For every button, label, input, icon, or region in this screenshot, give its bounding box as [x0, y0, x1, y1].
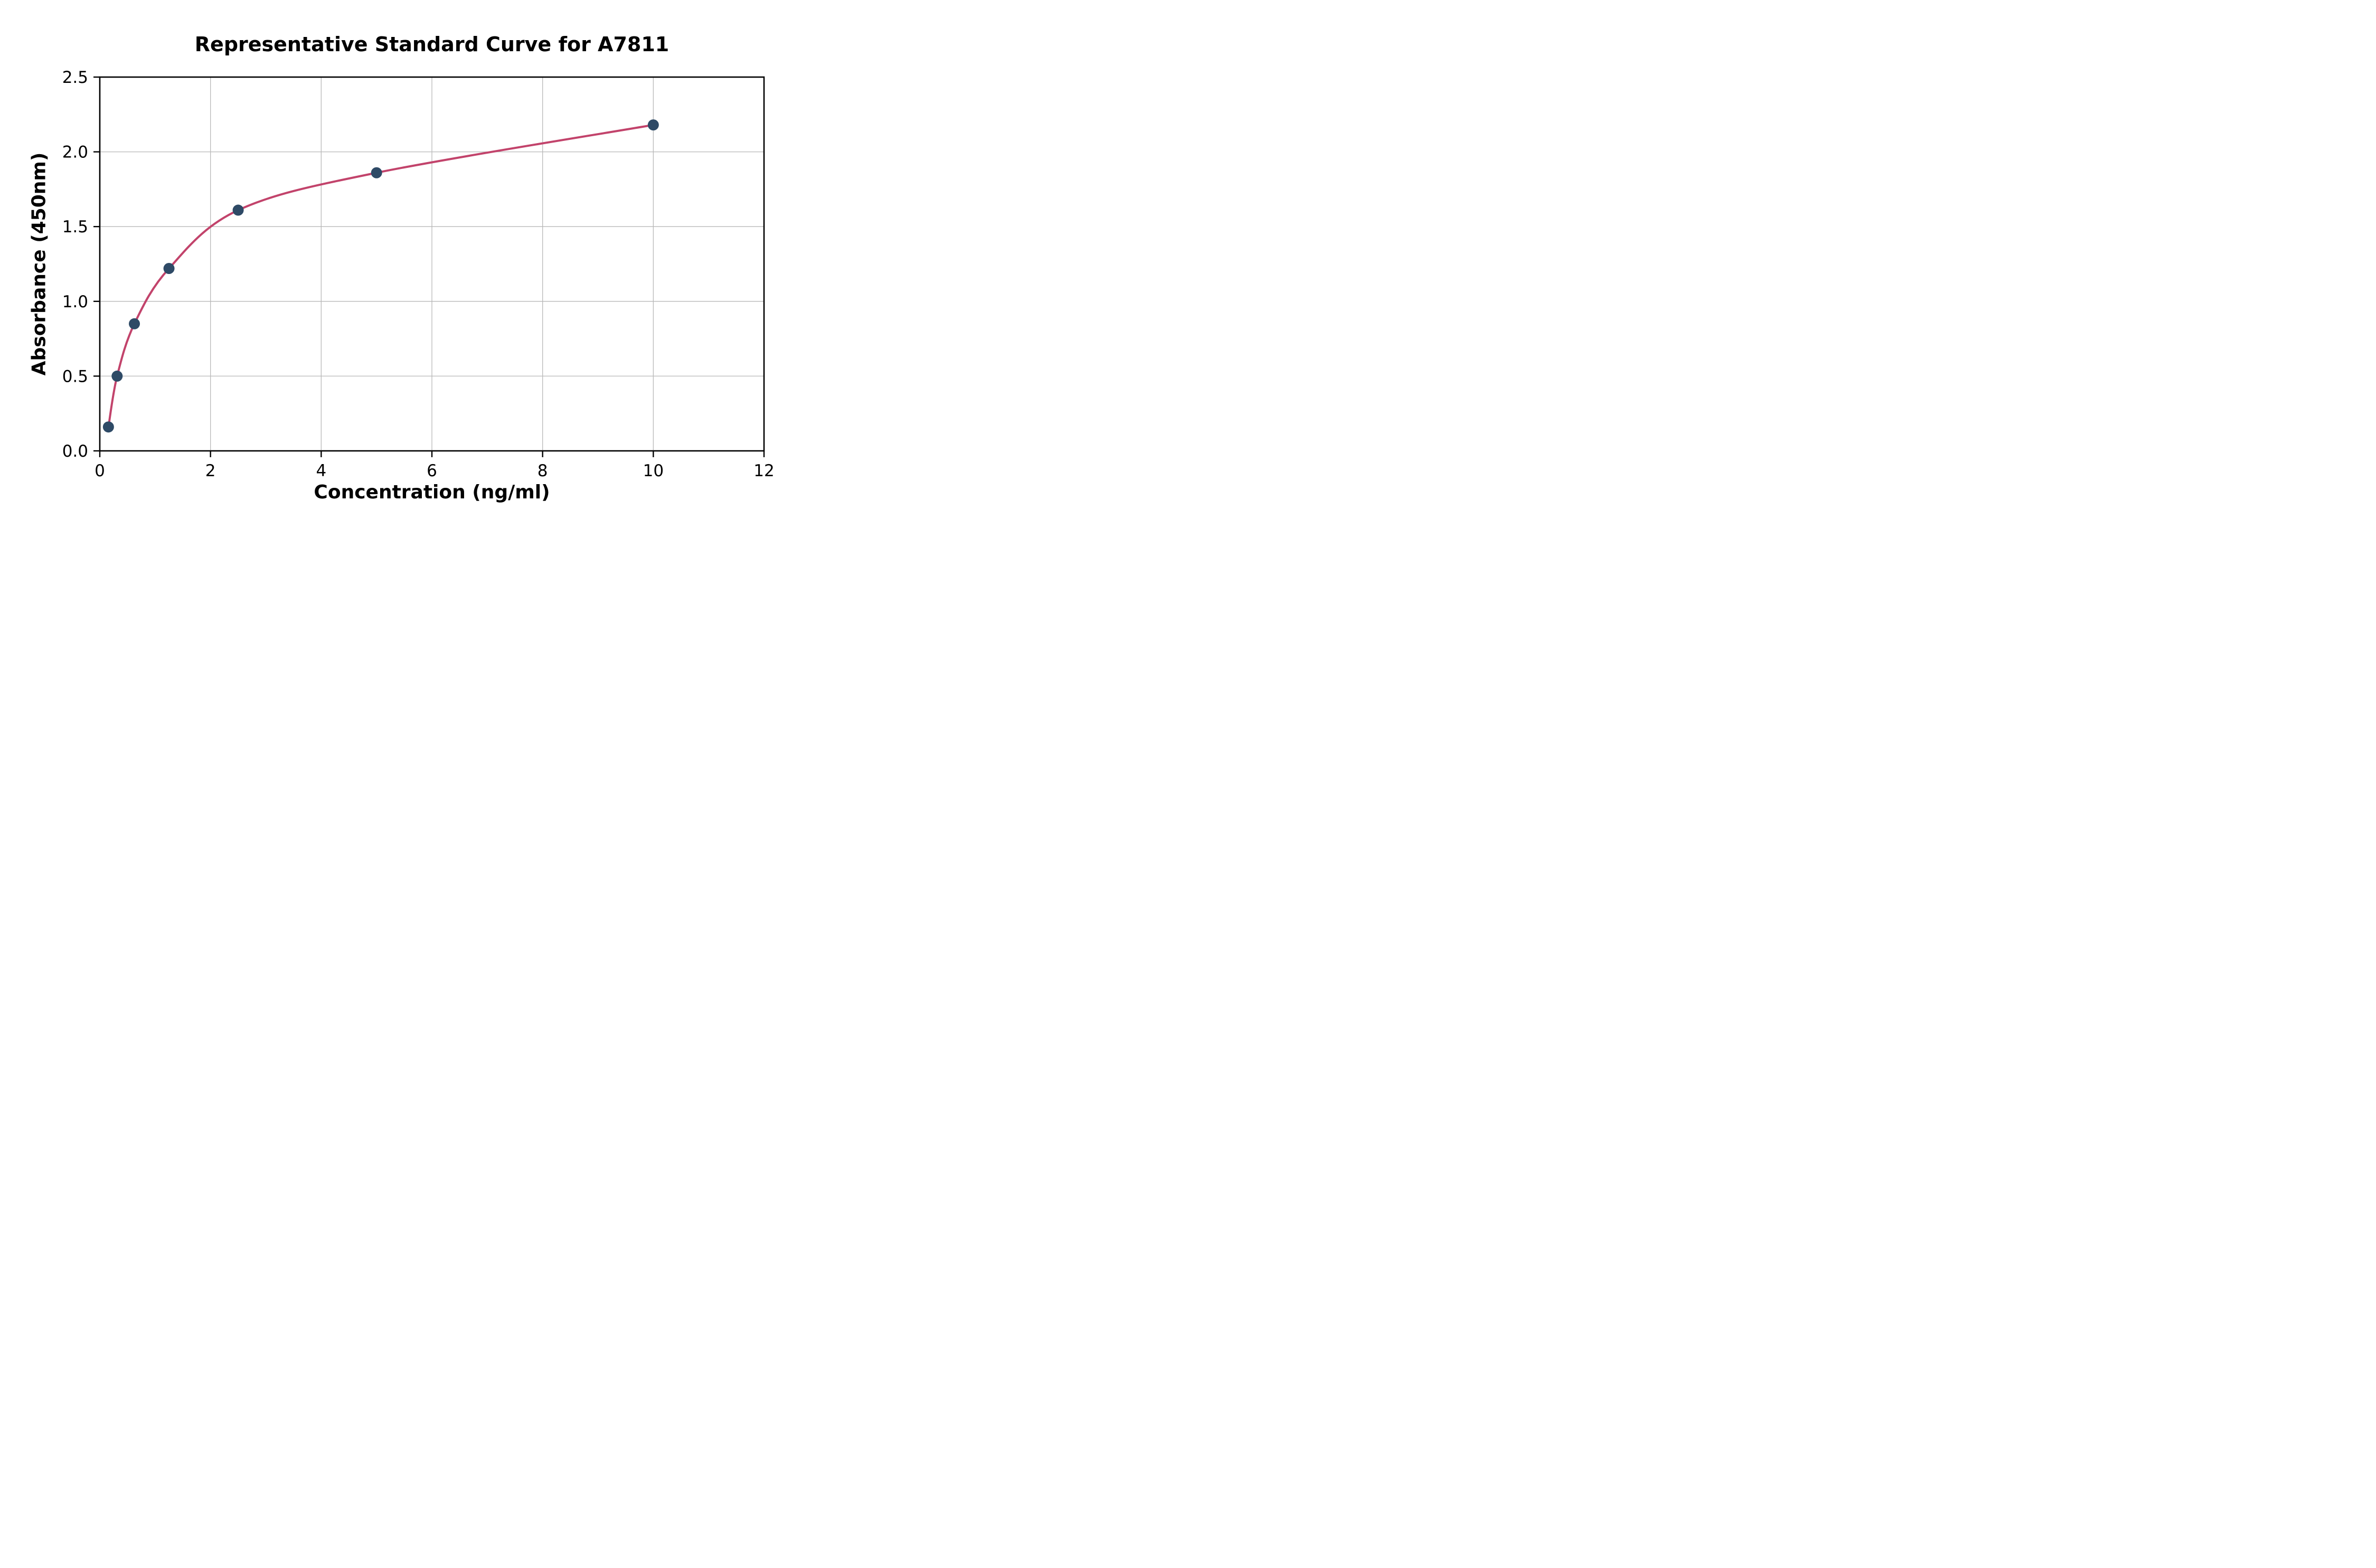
y-tick-label: 0.5 — [62, 367, 88, 386]
y-tick-label: 0.0 — [62, 442, 88, 461]
y-axis-label: Absorbance (450nm) — [28, 152, 50, 376]
x-tick-label: 8 — [538, 461, 548, 480]
fit-curve — [107, 124, 655, 428]
x-tick-label: 12 — [753, 461, 774, 480]
x-axis-label: Concentration (ng/ml) — [314, 481, 550, 503]
data-point — [163, 262, 175, 274]
x-tick-label: 10 — [643, 461, 664, 480]
y-tick-label: 1.0 — [62, 292, 88, 311]
data-point — [102, 421, 114, 433]
data-point — [232, 204, 244, 216]
standard-curve-figure: 0 2 4 6 8 10 12 0.0 0.5 1.0 1.5 2.0 2.5 Representati… — [0, 0, 792, 523]
chart-svg: 0 2 4 6 8 10 12 0.0 0.5 1.0 1.5 2.0 2.5 — [62, 68, 775, 480]
x-tick-label: 2 — [205, 461, 216, 480]
chart-title: Representative Standard Curve for A7811 — [194, 33, 670, 56]
data-point — [111, 370, 123, 382]
y-tick-label: 2.0 — [62, 143, 88, 162]
x-tick-label: 4 — [316, 461, 326, 480]
x-tick-label: 6 — [427, 461, 437, 480]
y-tick-label: 2.5 — [62, 68, 88, 87]
data-point — [371, 167, 382, 178]
data-point — [129, 318, 140, 329]
x-tick-label: 0 — [95, 461, 105, 480]
data-point — [647, 119, 659, 131]
y-tick-label: 1.5 — [62, 218, 88, 237]
